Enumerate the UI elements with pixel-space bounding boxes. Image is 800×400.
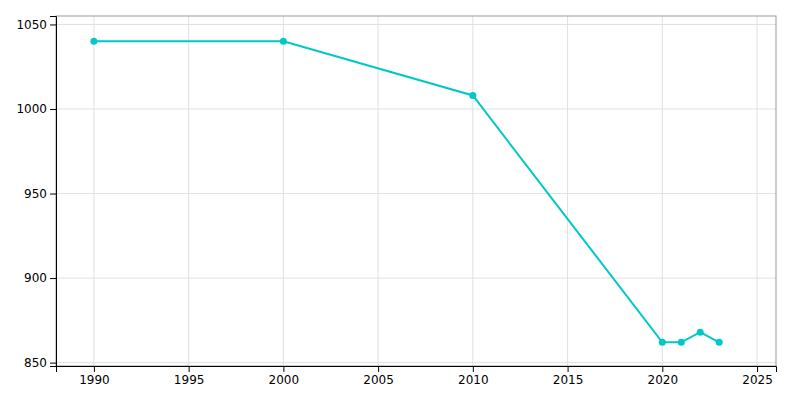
tick-mark <box>50 194 56 195</box>
tick-label: 2005 <box>363 373 394 387</box>
tick-mark <box>662 366 663 372</box>
tick-label: 1990 <box>79 373 110 387</box>
grid-line <box>283 16 284 366</box>
grid-line <box>662 16 663 366</box>
tick: 1995 <box>174 366 205 387</box>
tick-mark <box>283 366 284 372</box>
point <box>469 92 476 99</box>
tick-mark <box>568 366 569 372</box>
grid-line <box>56 362 776 363</box>
tick-label: 2000 <box>269 373 300 387</box>
point <box>716 339 723 346</box>
tick-label: 1995 <box>174 373 205 387</box>
tick: 2005 <box>363 366 394 387</box>
tick-mark <box>50 109 56 110</box>
tick: 1990 <box>79 366 110 387</box>
tick: 2010 <box>458 366 489 387</box>
tick-label: 1000 <box>16 102 47 116</box>
grid-line <box>56 108 776 109</box>
tick: 950 <box>24 187 56 201</box>
grid-line <box>188 16 189 366</box>
y-axis: 850 900 950 1000 1050 <box>16 17 56 370</box>
tick-mark <box>50 278 56 279</box>
plot: 1990 1995 2000 2005 2010 2015 2020 2025 850 900 95… <box>16 16 776 387</box>
tick: 900 <box>24 271 56 285</box>
series <box>90 38 722 346</box>
tick-label: 900 <box>24 271 47 285</box>
tick: 2000 <box>269 366 300 387</box>
tick-label: 2010 <box>458 373 489 387</box>
tick: 1000 <box>16 102 56 116</box>
tick-label: 850 <box>24 356 47 370</box>
tick-mark <box>189 366 190 372</box>
tick-label: 2015 <box>553 373 584 387</box>
tick: 2015 <box>553 366 584 387</box>
tick-mark <box>378 366 379 372</box>
grid-line <box>472 16 473 366</box>
axis-line <box>50 17 57 367</box>
plot-frame <box>56 16 776 366</box>
grid-line <box>56 193 776 194</box>
point <box>280 38 287 45</box>
tick-mark <box>757 366 758 372</box>
x-axis: 1990 1995 2000 2005 2010 2015 2020 2025 <box>57 366 777 387</box>
tick: 2020 <box>648 366 679 387</box>
chart: 1990 1995 2000 2005 2010 2015 2020 2025 850 900 95… <box>0 0 800 400</box>
tick-mark <box>94 366 95 372</box>
point <box>678 339 685 346</box>
grid-line <box>56 278 776 279</box>
tick-label: 2020 <box>648 373 679 387</box>
tick-label: 2025 <box>742 373 773 387</box>
tick: 1050 <box>16 18 56 32</box>
tick-label: 1050 <box>16 18 47 32</box>
point <box>697 329 704 336</box>
point <box>90 38 97 45</box>
tick-mark <box>473 366 474 372</box>
tick-mark <box>50 24 56 25</box>
tick: 850 <box>24 356 56 370</box>
grid-line <box>567 16 568 366</box>
grid <box>56 16 776 366</box>
tick-mark <box>50 363 56 364</box>
axis-line <box>57 367 777 373</box>
tick: 2025 <box>742 366 773 387</box>
grid-line <box>56 24 776 25</box>
grid-line <box>757 16 758 366</box>
line <box>94 41 719 342</box>
point <box>659 339 666 346</box>
tick-label: 950 <box>24 187 47 201</box>
grid-line <box>93 16 94 366</box>
